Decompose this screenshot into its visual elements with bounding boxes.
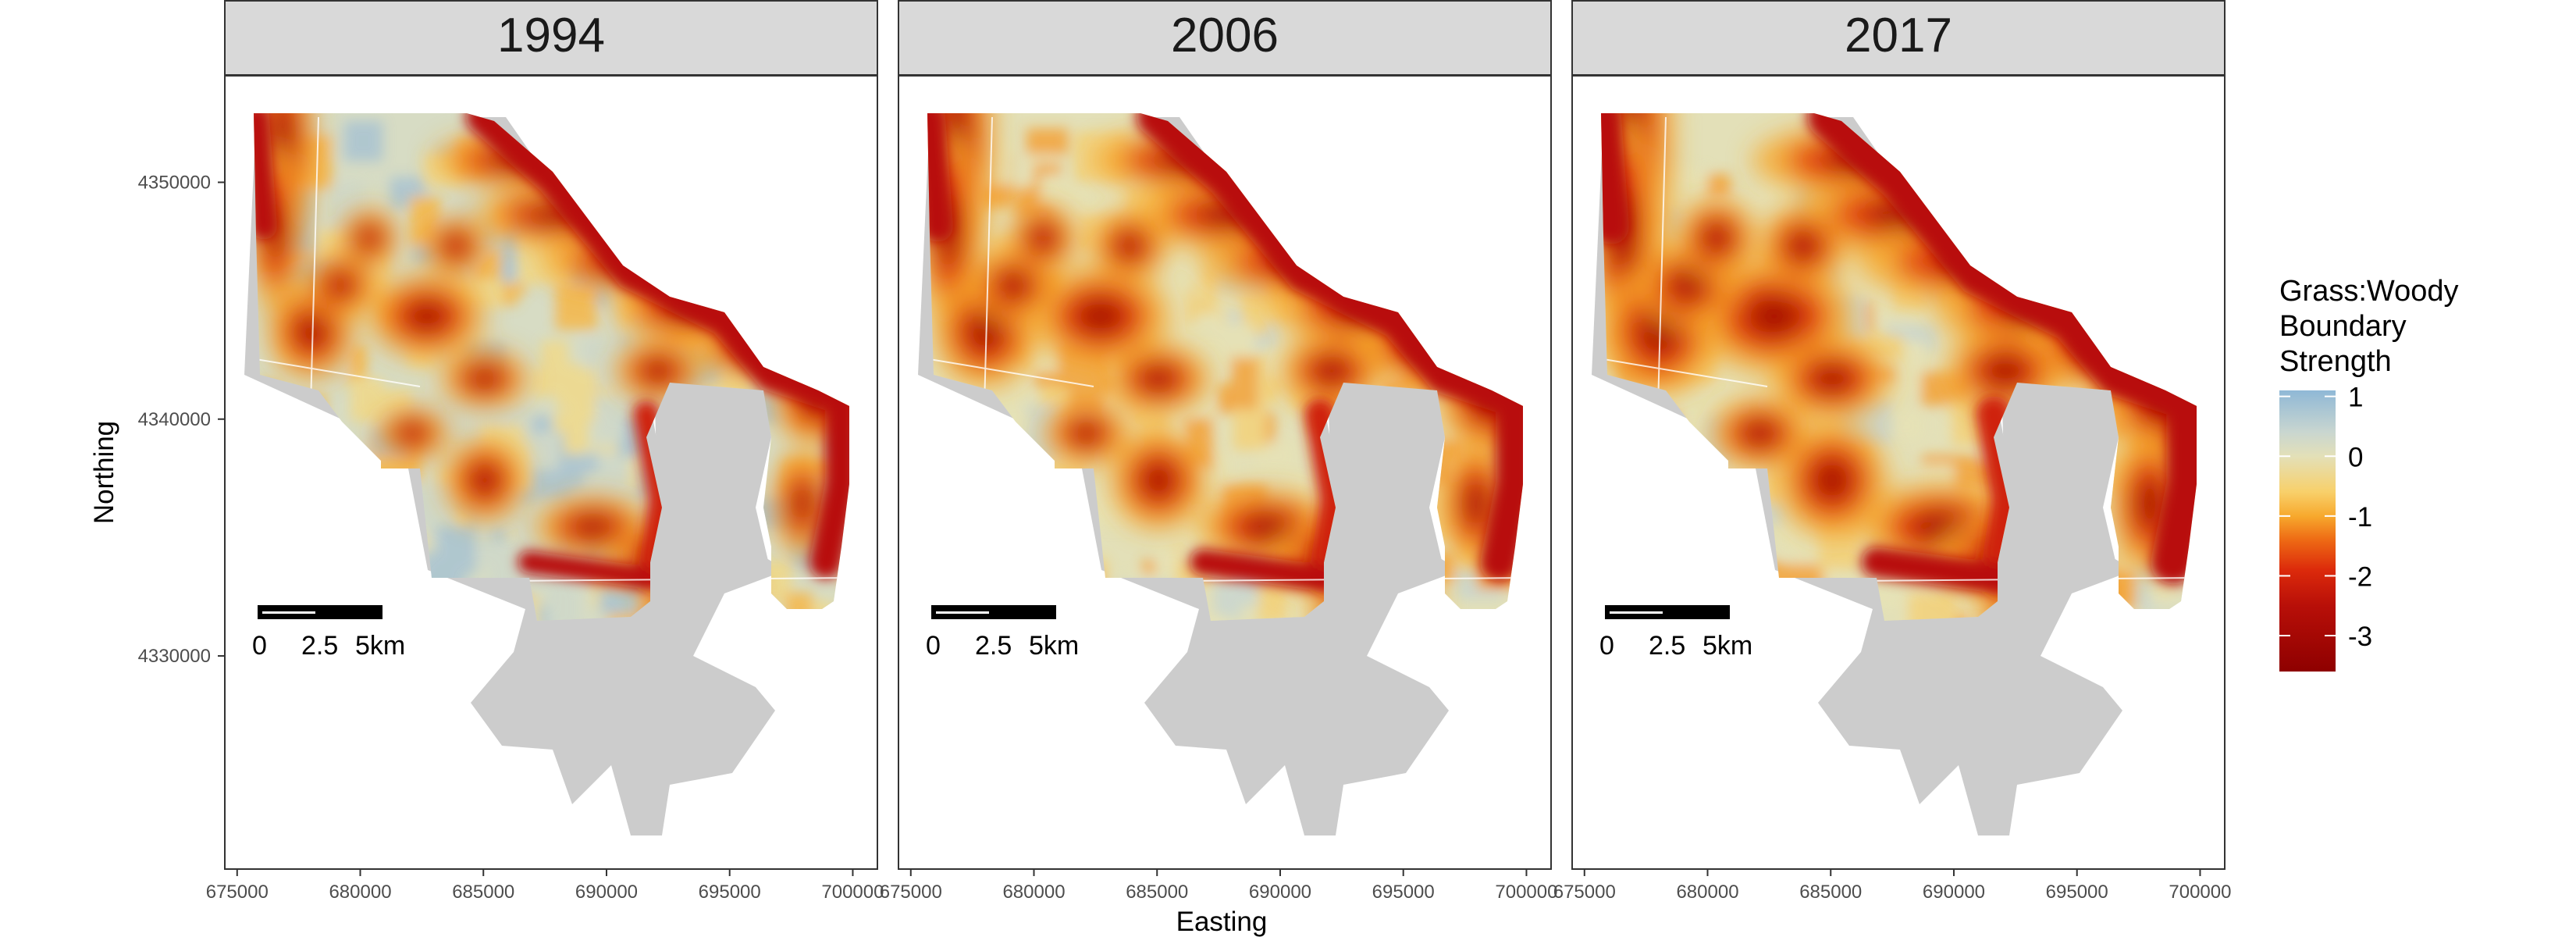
- facet-panel-2017: 2017 0 2.5 5km 675000 680000 685000 690000 69500…: [1553, 0, 2231, 903]
- x-tick-label: 690000: [575, 882, 638, 903]
- x-tick-label: 675000: [1553, 882, 1616, 903]
- scale-bar: 0 2.5 5km: [926, 605, 1079, 661]
- y-axis-title: Northing: [89, 421, 119, 524]
- no-data-island: [1328, 383, 1445, 582]
- x-tick-label: 690000: [1249, 882, 1311, 903]
- scale-bar: 0 2.5 5km: [252, 605, 405, 661]
- y-axis-label: Northing: [89, 421, 119, 524]
- colorbar-tick-label: -1: [2348, 502, 2372, 533]
- x-tick-label: 680000: [1002, 882, 1065, 903]
- colorbar-tick-label: -3: [2348, 622, 2372, 652]
- colorbar-tick-label: 0: [2348, 442, 2363, 472]
- x-tick-label: 685000: [1799, 882, 1862, 903]
- y-tick-label: 4350000: [138, 172, 211, 193]
- y-tick-label: 4340000: [138, 409, 211, 430]
- scale-bar-inner: [262, 611, 315, 614]
- scale-bar: 0 2.5 5km: [1599, 605, 1752, 661]
- legend-title-line-1: Grass:Woody: [2279, 275, 2458, 308]
- no-data-island: [2001, 383, 2119, 582]
- facet-strip-label: 2006: [1171, 9, 1279, 62]
- x-axis: 675000 680000 685000 690000 695000 700000: [1553, 869, 2231, 903]
- x-tick-label: 700000: [1495, 882, 1557, 903]
- x-tick-label: 685000: [1126, 882, 1188, 903]
- x-tick-label: 690000: [1923, 882, 1985, 903]
- scale-bar-label: 2.5: [301, 631, 338, 661]
- scale-bar-label: 0: [1599, 631, 1614, 661]
- x-tick-label: 700000: [2169, 882, 2231, 903]
- scale-bar-inner: [936, 611, 989, 614]
- legend-title-line-2: Boundary: [2279, 310, 2407, 343]
- facet-strip-label: 2017: [1845, 9, 1952, 62]
- scale-bar-label: 0: [252, 631, 267, 661]
- x-axis: 675000 680000 685000 690000 695000 700000: [880, 869, 1557, 903]
- colorbar-tick-label: -2: [2348, 561, 2372, 592]
- x-tick-label: 695000: [699, 882, 761, 903]
- x-tick-label: 675000: [206, 882, 269, 903]
- scale-bar-inner: [1610, 611, 1663, 614]
- x-axis: 675000 680000 685000 690000 695000 700000: [206, 869, 884, 903]
- x-tick-label: 680000: [1676, 882, 1738, 903]
- x-tick-label: 685000: [452, 882, 514, 903]
- scale-bar-label: 5km: [1029, 631, 1079, 661]
- scale-bar-shape: [931, 605, 1056, 619]
- x-tick-label: 700000: [821, 882, 884, 903]
- colorbar-tick-label: 1: [2348, 383, 2363, 413]
- colorbar: [2279, 390, 2336, 672]
- legend-title-line-3: Strength: [2279, 345, 2392, 378]
- scale-bar-label: 5km: [1703, 631, 1752, 661]
- facets-layer: 1994 0 2.5 5km 675000 680000 685000 690000 69500…: [138, 0, 2231, 903]
- scale-bar-shape: [1605, 605, 1730, 619]
- scale-bar-label: 2.5: [1649, 631, 1685, 661]
- x-tick-label: 695000: [2046, 882, 2108, 903]
- scale-bar-label: 2.5: [975, 631, 1012, 661]
- scale-bar-label: 0: [926, 631, 941, 661]
- x-tick-label: 680000: [329, 882, 391, 903]
- no-data-island: [654, 383, 771, 582]
- x-tick-label: 675000: [880, 882, 942, 903]
- y-tick-label: 4330000: [138, 646, 211, 667]
- x-axis-label: Easting: [1176, 907, 1268, 937]
- scale-bar-shape: [258, 605, 382, 619]
- facet-panel-2006: 2006 0 2.5 5km 675000 680000 685000 690000 69500…: [880, 0, 1557, 903]
- facet-strip: [898, 0, 1552, 76]
- y-axis: 4330000 4340000 4350000: [138, 172, 225, 667]
- x-axis-title: Easting: [1176, 907, 1268, 937]
- facet-strip-label: 1994: [497, 9, 605, 62]
- facet-strip: [224, 0, 878, 76]
- colorbar-ticks: 1 0 -1 -2 -3: [2279, 383, 2372, 652]
- scale-bar-label: 5km: [355, 631, 405, 661]
- facet-strip: [1571, 0, 2226, 76]
- x-tick-label: 695000: [1372, 882, 1435, 903]
- facet-panel-1994: 1994 0 2.5 5km 675000 680000 685000 690000 69500…: [206, 0, 884, 903]
- colorbar-legend: Grass:Woody Boundary Strength 1 0 -1 -2 -3: [2279, 275, 2458, 672]
